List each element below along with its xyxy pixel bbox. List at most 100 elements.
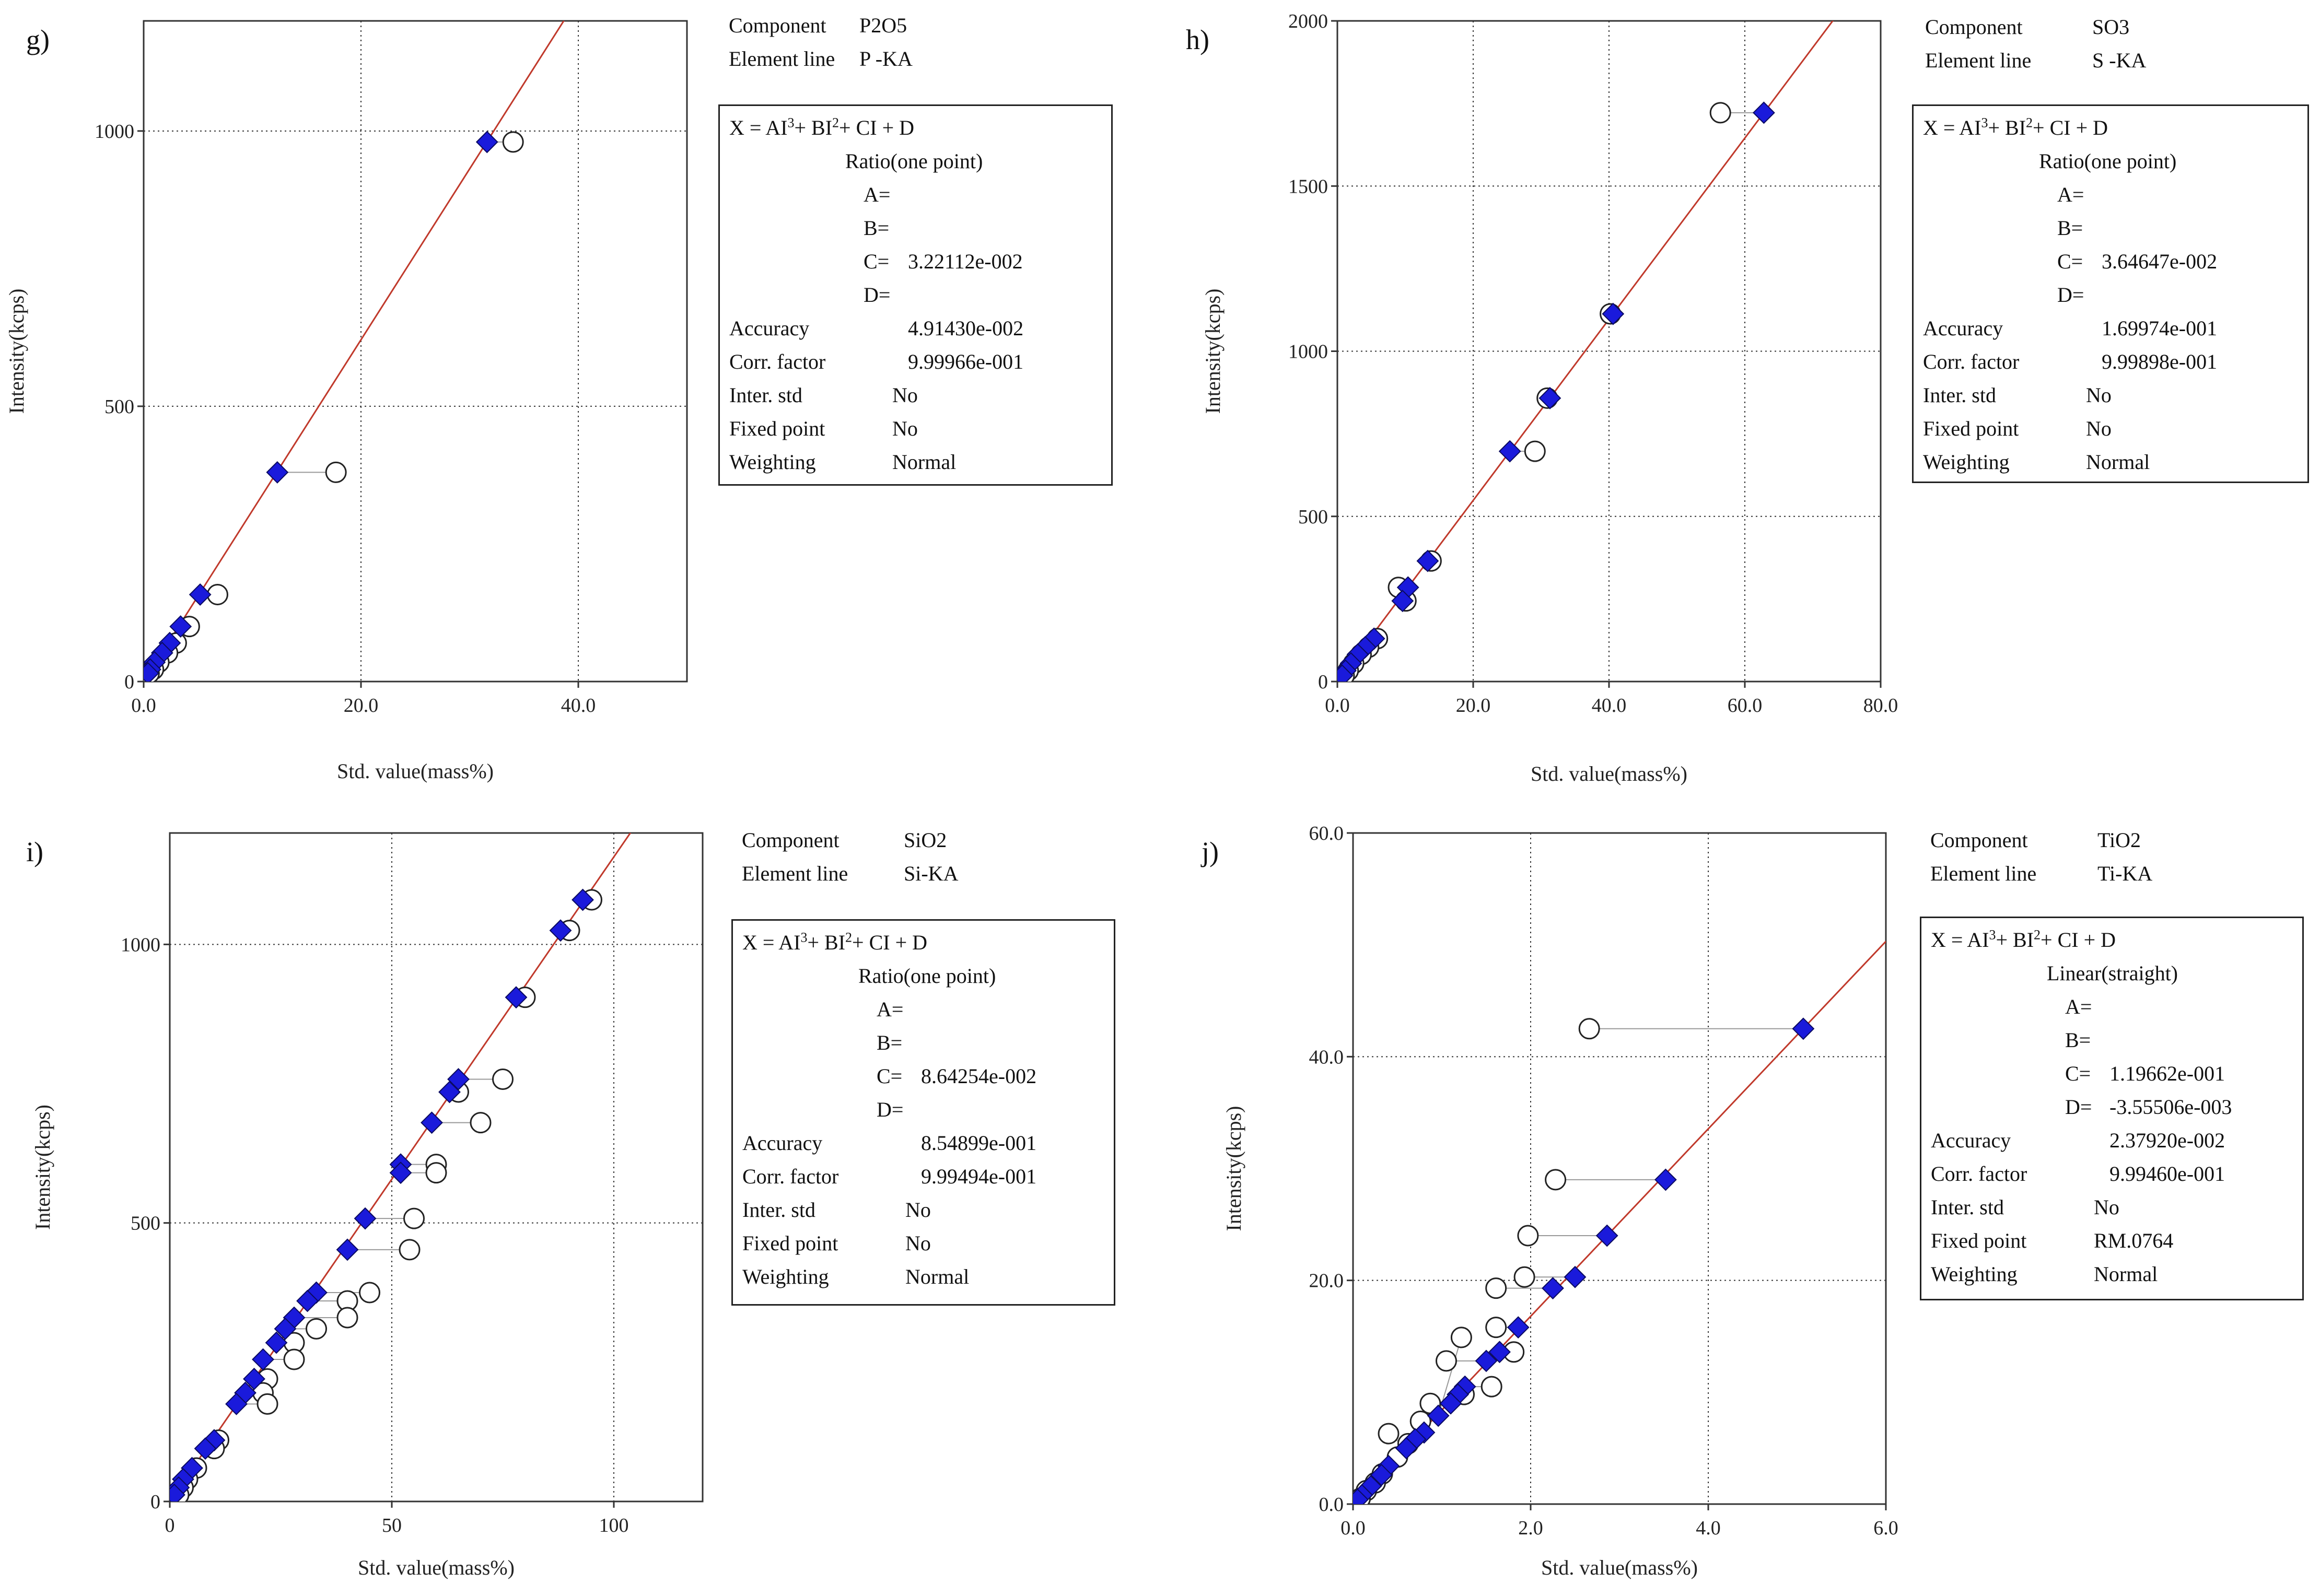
- measured-point: [336, 1307, 358, 1329]
- y-tick-label: 1000: [1288, 341, 1328, 363]
- measured-point: [1450, 1327, 1472, 1348]
- x-axis-label: Std. value(mass%): [1541, 1556, 1698, 1579]
- calibrated-point: [170, 1483, 185, 1501]
- component-value: TiO2: [2097, 828, 2141, 852]
- component-header: Component TiO2 Element line Ti-KA: [1930, 828, 2296, 895]
- x-tick-label: 40.0: [561, 695, 596, 717]
- stat-value: Normal: [2086, 450, 2150, 474]
- calibrated-point: [144, 662, 159, 682]
- calibration-info-box: X = AI3+ BI2+ CI + D Ratio(one point) A= B=…: [731, 919, 1115, 1306]
- stat-label: Inter. std: [729, 383, 802, 407]
- y-tick-label: 2000: [1288, 10, 1328, 32]
- y-tick-label: 0: [150, 1491, 160, 1513]
- calibrated-point: [252, 1348, 274, 1371]
- calibrated-point: [1564, 1265, 1587, 1288]
- stat-label: Accuracy: [729, 316, 810, 340]
- stat-value: No: [2094, 1195, 2119, 1219]
- x-tick-label: 100: [599, 1515, 629, 1536]
- calibrated-point: [243, 1367, 265, 1390]
- component-label: Component: [1925, 15, 2023, 39]
- x-tick-label: 40.0: [1592, 695, 1627, 717]
- regression-method: Ratio(one point): [2039, 149, 2177, 173]
- measured-point: [492, 1068, 514, 1090]
- coefficient-value: 3.64647e-002: [2102, 250, 2218, 273]
- calibrated-point: [1792, 1017, 1815, 1040]
- measured-point: [325, 461, 347, 483]
- measured-point: [306, 1318, 327, 1340]
- measured-point: [1709, 102, 1731, 124]
- stat-value: 4.91430e-002: [908, 316, 1024, 340]
- x-tick-label: 0.0: [131, 695, 156, 717]
- coefficient-label: B=: [2065, 1028, 2091, 1052]
- stat-value: RM.0764: [2094, 1229, 2174, 1252]
- calibrated-point: [1752, 101, 1775, 124]
- element-line-value: Si-KA: [904, 862, 959, 885]
- calibrated-point: [1353, 1488, 1369, 1504]
- calibrated-point: [475, 131, 498, 154]
- regression-method: Linear(straight): [2047, 961, 2178, 985]
- calibrated-point: [572, 888, 594, 911]
- plot-frame: [143, 20, 688, 683]
- stat-label: Weighting: [1923, 450, 2010, 474]
- measured-point: [1517, 1225, 1539, 1247]
- calibration-panel-i: i) 0 50 100 0 500 1000 Std. value(mass%) Intens…: [0, 807, 1149, 1596]
- y-tick-label: 0.0: [1319, 1494, 1344, 1516]
- stat-value: Normal: [892, 450, 957, 474]
- stat-label: Corr. factor: [729, 350, 826, 373]
- panel-label: j): [1202, 836, 1219, 867]
- stat-label: Corr. factor: [1931, 1162, 2027, 1186]
- element-line-label: Element line: [1930, 862, 2037, 885]
- measured-point: [403, 1207, 425, 1229]
- coefficient-label: B=: [864, 216, 890, 240]
- element-line-label: Element line: [742, 862, 848, 885]
- y-tick-label: 20.0: [1309, 1270, 1344, 1292]
- coefficient-value: 1.19662e-001: [2109, 1062, 2225, 1085]
- coefficient-label: A=: [2057, 183, 2084, 206]
- stat-label: Accuracy: [1931, 1129, 2011, 1152]
- component-header: Component P2O5 Element line P -KA: [729, 13, 1094, 80]
- calibration-panel-g: g) 0.0 20.0 40.0 0 500 1000 Std. value(mass%) I…: [0, 0, 1149, 794]
- stat-label: Fixed point: [1923, 417, 2019, 440]
- plot-area: [170, 833, 632, 1501]
- coefficient-value: 8.64254e-002: [921, 1064, 1037, 1088]
- measured-point: [1378, 1423, 1400, 1445]
- panel-label: h): [1186, 24, 1209, 55]
- x-tick-label: 4.0: [1696, 1517, 1721, 1539]
- panel-label: i): [26, 836, 43, 867]
- measured-point: [257, 1393, 278, 1415]
- element-line-label: Element line: [1925, 49, 2032, 72]
- coefficient-label: C=: [877, 1064, 903, 1088]
- formula: X = AI3+ BI2+ CI + D: [729, 115, 915, 139]
- calibrated-point: [336, 1238, 359, 1261]
- stat-label: Corr. factor: [1923, 350, 2020, 373]
- y-axis-label: Intensity(kcps): [5, 289, 28, 414]
- stat-value: 9.99898e-001: [2102, 350, 2218, 373]
- calibrated-point: [505, 986, 528, 1009]
- stat-value: 9.99966e-001: [908, 350, 1024, 373]
- stat-label: Inter. std: [1923, 383, 1996, 407]
- calibrated-point: [1370, 1463, 1393, 1486]
- measured-point: [1513, 1266, 1535, 1288]
- measured-point: [1485, 1277, 1507, 1299]
- coefficient-label: C=: [864, 250, 890, 273]
- calibration-chart-j: 0.0 2.0 4.0 6.0 0.0 20.0 40.0 60.0 Std. value(ma…: [1222, 823, 1898, 1579]
- x-tick-label: 20.0: [1456, 695, 1491, 717]
- x-axis-label: Std. value(mass%): [1531, 762, 1687, 785]
- calibration-chart-g: 0.0 20.0 40.0 0 500 1000 Std. value(mass%) Inte…: [5, 20, 688, 783]
- stat-value: Normal: [905, 1265, 970, 1288]
- coefficient-label: C=: [2057, 250, 2083, 273]
- x-tick-label: 6.0: [1873, 1517, 1898, 1539]
- panel-label: g): [26, 24, 50, 55]
- formula: X = AI3+ BI2+ CI + D: [742, 930, 928, 954]
- component-value: SO3: [2092, 15, 2130, 39]
- stat-value: 9.99460e-001: [2109, 1162, 2225, 1186]
- coefficient-label: A=: [864, 183, 891, 206]
- calibrated-point: [438, 1081, 461, 1104]
- stat-label: Inter. std: [742, 1198, 815, 1222]
- y-axis-label: Intensity(kcps): [1222, 1106, 1245, 1231]
- calibration-panel-h: h) 0.0 20.0 40.0 60.0 80.0 0 500 1000 1500 2000 St…: [1170, 0, 2319, 794]
- component-value: P2O5: [859, 14, 907, 37]
- plot-area: [1353, 941, 1886, 1504]
- calibrated-point: [1542, 1277, 1564, 1300]
